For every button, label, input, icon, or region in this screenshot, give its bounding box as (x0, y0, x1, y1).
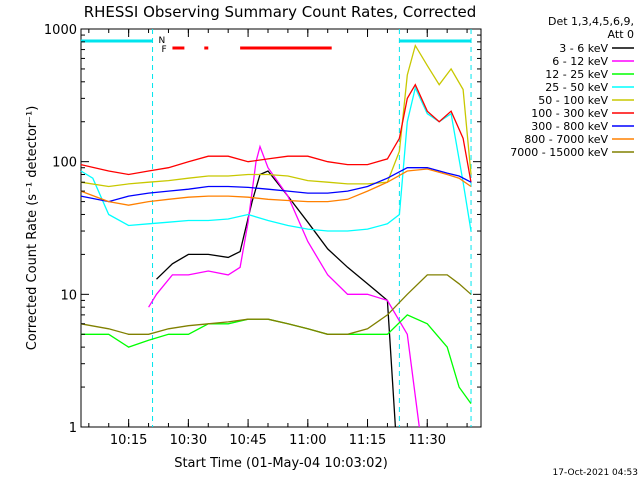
legend-label: 7000 - 15000 keV (510, 146, 608, 159)
series-line-4 (80, 43, 472, 188)
x-axis: 10:15 10:30 10:45 11:00 11:15 11:30 (88, 29, 468, 448)
legend-label: 6 - 12 keV (552, 55, 608, 68)
series-line-8 (80, 274, 472, 335)
y-tick-label: 10 (60, 288, 77, 303)
y-tick-label: 1 (69, 421, 77, 436)
y-tick-label: 100 (52, 156, 77, 171)
legend-label: 100 - 300 keV (531, 107, 608, 120)
plot-frame (80, 28, 482, 428)
chart-title: RHESSI Observing Summary Count Rates, Co… (84, 3, 477, 21)
x-tick-label: 10:15 (110, 433, 147, 448)
x-tick-label: 11:00 (289, 433, 326, 448)
legend-label: 50 - 100 keV (538, 94, 608, 107)
legend-header-line-2: Att 0 (608, 28, 634, 41)
series-line-1 (148, 144, 420, 428)
flare-label: F (162, 45, 167, 55)
series-line-5 (80, 83, 472, 183)
y-axis: 1 10 100 1000 (44, 23, 481, 436)
series-line-0 (156, 170, 397, 428)
x-tick-label: 10:30 (170, 433, 207, 448)
legend-label: 300 - 800 keV (531, 120, 608, 133)
series-layer (80, 43, 472, 428)
y-axis-label: Corrected Count Rate (s⁻¹ detector⁻¹) (25, 106, 40, 351)
timestamp: 17-Oct-2021 04:53 (553, 468, 638, 478)
x-tick-label: 10:45 (229, 433, 266, 448)
legend-label: 3 - 6 keV (559, 42, 608, 55)
series-line-7 (80, 168, 472, 206)
series-line-6 (80, 167, 472, 203)
series-line-3 (80, 85, 472, 232)
legend-header-line-1: Det 1,3,4,5,6,9, (548, 15, 634, 28)
legend-label: 12 - 25 keV (545, 68, 608, 81)
x-axis-label: Start Time (01-May-04 10:03:02) (174, 456, 388, 471)
series-line-2 (80, 314, 472, 404)
x-tick-label: 11:30 (409, 433, 446, 448)
y-tick-label: 1000 (44, 23, 77, 38)
x-tick-label: 11:15 (349, 433, 386, 448)
legend-label: 800 - 7000 keV (524, 133, 608, 146)
night-label: N (159, 36, 166, 46)
legend-label: 25 - 50 keV (545, 81, 608, 94)
